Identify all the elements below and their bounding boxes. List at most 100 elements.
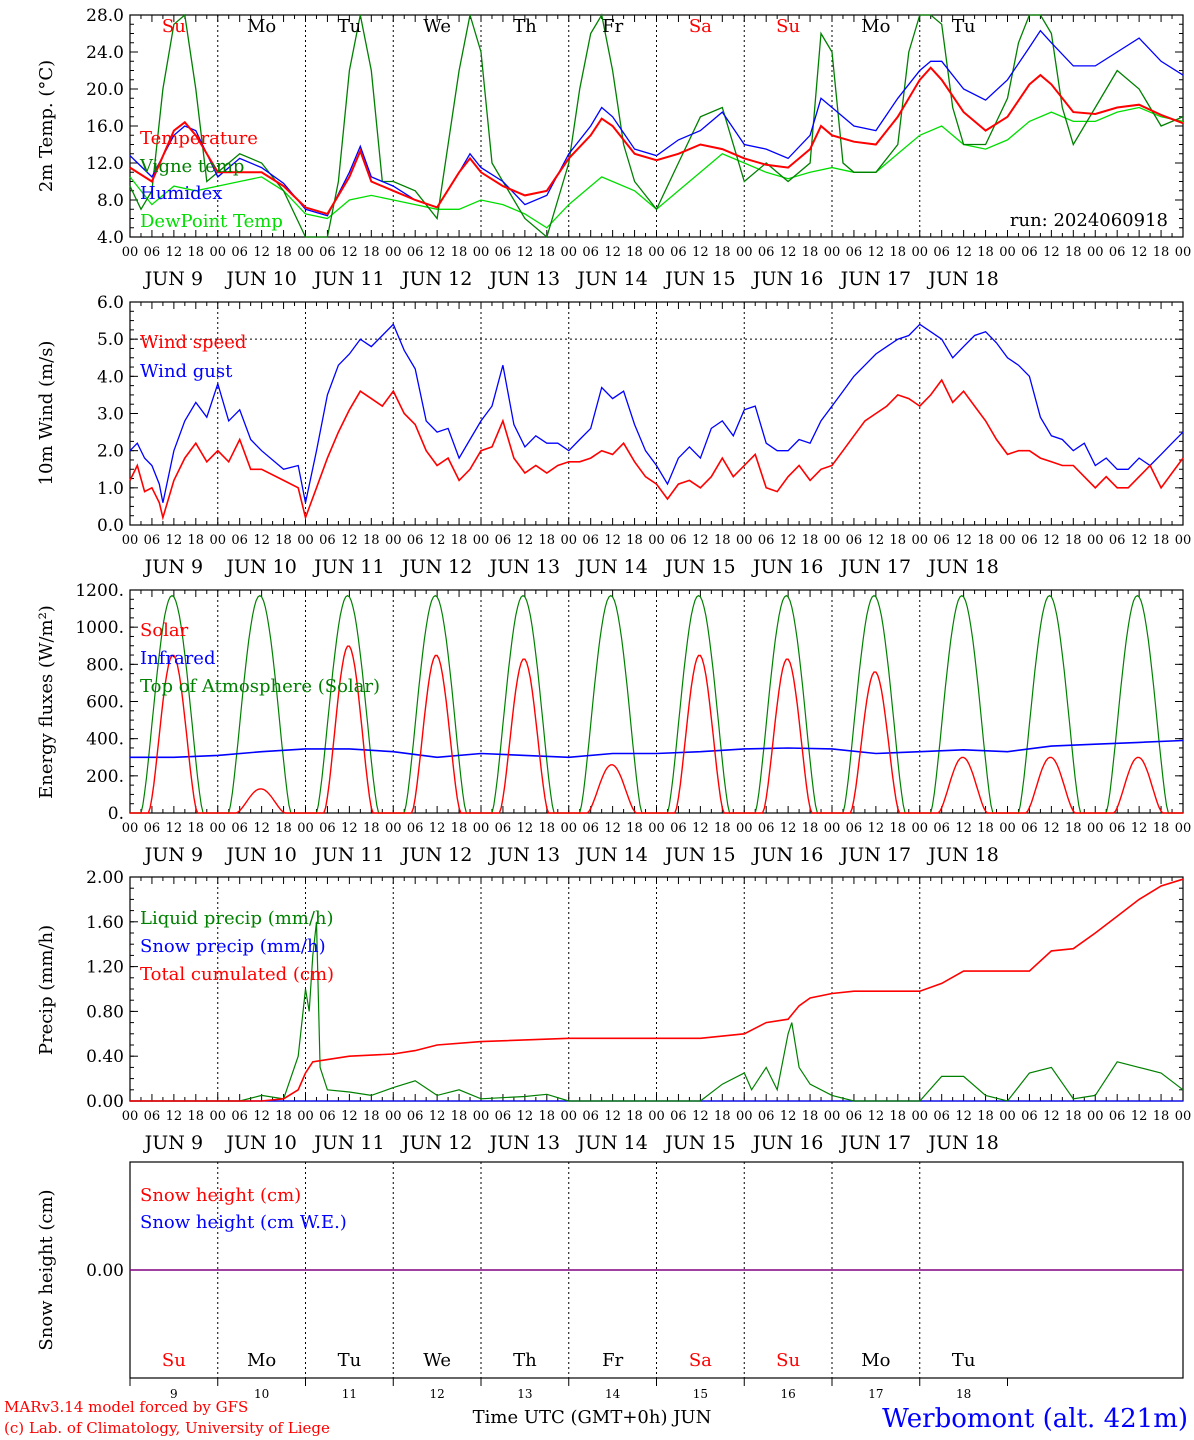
- y-tick-label: 4.0: [97, 367, 124, 387]
- model-credit: MARv3.14 model forced by GFS: [4, 1398, 248, 1416]
- panel-3: 00 06 12 18 00 06 12 18 00 06 12 18 00 06 12 18 00 06 12 18…: [36, 581, 1191, 866]
- hour-tick-label: 18: [977, 533, 994, 548]
- hour-tick-label: 00: [1175, 533, 1192, 548]
- hour-tick-label: 18: [890, 245, 907, 260]
- hour-tick-label: 18: [275, 1109, 292, 1124]
- hour-tick-label: 00: [297, 245, 314, 260]
- day-label: JUN 10: [224, 268, 296, 290]
- series-line: [130, 878, 1184, 1102]
- day-label: JUN 9: [143, 1132, 203, 1154]
- hour-tick-label: 06: [1109, 1109, 1126, 1124]
- hour-tick-label: 12: [604, 821, 621, 836]
- hour-tick-label: 18: [188, 1109, 205, 1124]
- hour-tick-label: 18: [714, 245, 731, 260]
- y-tick-label: 600.: [86, 693, 124, 713]
- y-tick-label: 5.0: [97, 330, 124, 350]
- hour-tick-label: 12: [1131, 245, 1148, 260]
- day-label: JUN 13: [488, 1132, 560, 1154]
- hour-tick-label: 18: [1065, 533, 1082, 548]
- weekday-label: Mo: [247, 16, 276, 37]
- legend-snow-height-cm: Snow height (cm): [140, 1185, 301, 1206]
- hour-tick-label: 12: [1131, 1109, 1148, 1124]
- hour-tick-label: 18: [363, 245, 380, 260]
- day-label: JUN 13: [488, 844, 560, 866]
- weekday-label: Tu: [338, 16, 362, 37]
- y-tick-label: 1000.: [75, 618, 124, 638]
- hour-tick-label: 06: [758, 1109, 775, 1124]
- hour-tick-label: 06: [670, 245, 687, 260]
- hour-tick-label: 06: [933, 821, 950, 836]
- hour-tick-label: 00: [122, 245, 139, 260]
- panel-4: 00 06 12 18 00 06 12 18 00 06 12 18 00 06 12 18 00 06 12 18…: [36, 868, 1191, 1154]
- hour-tick-label: 12: [780, 245, 797, 260]
- y-tick-label: 400.: [86, 730, 124, 750]
- hour-tick-label: 00: [297, 533, 314, 548]
- hour-tick-label: 00: [1175, 245, 1192, 260]
- hour-tick-label: 00: [560, 821, 577, 836]
- hour-tick-label: 18: [539, 533, 556, 548]
- hour-tick-label: 00: [1175, 1109, 1192, 1124]
- hour-tick-label: 18: [802, 533, 819, 548]
- weekday-label: Mo: [247, 1350, 276, 1371]
- hour-tick-label: 00: [122, 533, 139, 548]
- weekday-label: We: [423, 16, 451, 37]
- legend-snow-height-cm-w-e: Snow height (cm W.E.): [140, 1212, 347, 1233]
- hour-tick-label: 18: [977, 821, 994, 836]
- day-label: JUN 17: [839, 844, 911, 866]
- hour-tick-label: 18: [539, 821, 556, 836]
- series-line: [129, 106, 1184, 229]
- hour-tick-label: 18: [1153, 1109, 1170, 1124]
- hour-tick-label: 06: [582, 533, 599, 548]
- y-tick-label: 1.20: [86, 958, 124, 978]
- hour-tick-label: 00: [385, 533, 402, 548]
- day-label: JUN 15: [663, 1132, 735, 1154]
- hour-tick-label: 18: [890, 1109, 907, 1124]
- hour-tick-label: 00: [648, 533, 665, 548]
- hour-tick-label: 00: [736, 245, 753, 260]
- day-number: 18: [956, 1387, 971, 1401]
- day-label: JUN 9: [143, 844, 203, 866]
- legend-infrared: Infrared: [140, 648, 215, 669]
- day-number: 16: [780, 1387, 795, 1401]
- hour-tick-label: 12: [868, 1109, 885, 1124]
- hour-tick-label: 00: [473, 245, 490, 260]
- weekday-label: Fr: [602, 1350, 623, 1371]
- day-label: JUN 14: [575, 844, 647, 866]
- hour-tick-label: 18: [1153, 245, 1170, 260]
- hour-tick-label: 18: [802, 821, 819, 836]
- hour-tick-label: 12: [692, 245, 709, 260]
- hour-tick-label: 12: [429, 533, 446, 548]
- hour-tick-label: 12: [955, 821, 972, 836]
- panel-1: 00 06 12 18 00 06 12 18 00 06 12 18 00 06 12 18 00 06 12 18…: [36, 6, 1191, 290]
- y-tick-label: 24.0: [86, 43, 124, 63]
- day-label: JUN 17: [839, 1132, 911, 1154]
- hour-tick-label: 18: [1065, 1109, 1082, 1124]
- day-number: 17: [868, 1387, 883, 1401]
- hour-tick-label: 12: [955, 533, 972, 548]
- hour-tick-label: 06: [1021, 533, 1038, 548]
- day-number: 12: [429, 1387, 444, 1401]
- hour-tick-label: 18: [626, 1109, 643, 1124]
- hour-tick-label: 00: [122, 821, 139, 836]
- weekday-label: Mo: [861, 1350, 890, 1371]
- panel-5: Snow height (cm) 0.00 Snow height (cm) Snow…: [36, 1161, 1184, 1401]
- hour-tick-label: 18: [451, 821, 468, 836]
- hour-tick-label: 12: [429, 245, 446, 260]
- hour-tick-label: 00: [648, 245, 665, 260]
- time-axis-label: Time UTC (GMT+0h) JUN: [473, 1407, 712, 1428]
- legend-top-of-atmosphere-solar: Top of Atmosphere (Solar): [140, 676, 380, 697]
- weekday-label: Th: [513, 16, 537, 37]
- hour-tick-label: 12: [166, 1109, 183, 1124]
- hour-tick-label: 06: [1109, 821, 1126, 836]
- hour-tick-label: 06: [758, 821, 775, 836]
- y-tick-label: 2.0: [97, 442, 124, 462]
- y-tick-label: 4.0: [97, 228, 124, 248]
- y-tick-label: 800.: [86, 655, 124, 675]
- hour-tick-label: 12: [692, 1109, 709, 1124]
- hour-tick-label: 00: [1087, 533, 1104, 548]
- hour-tick-label: 18: [275, 245, 292, 260]
- run-label: run: 2024060918: [1010, 210, 1168, 231]
- hour-tick-label: 18: [539, 245, 556, 260]
- hour-tick-label: 00: [297, 821, 314, 836]
- weekday-label: Su: [776, 1350, 800, 1371]
